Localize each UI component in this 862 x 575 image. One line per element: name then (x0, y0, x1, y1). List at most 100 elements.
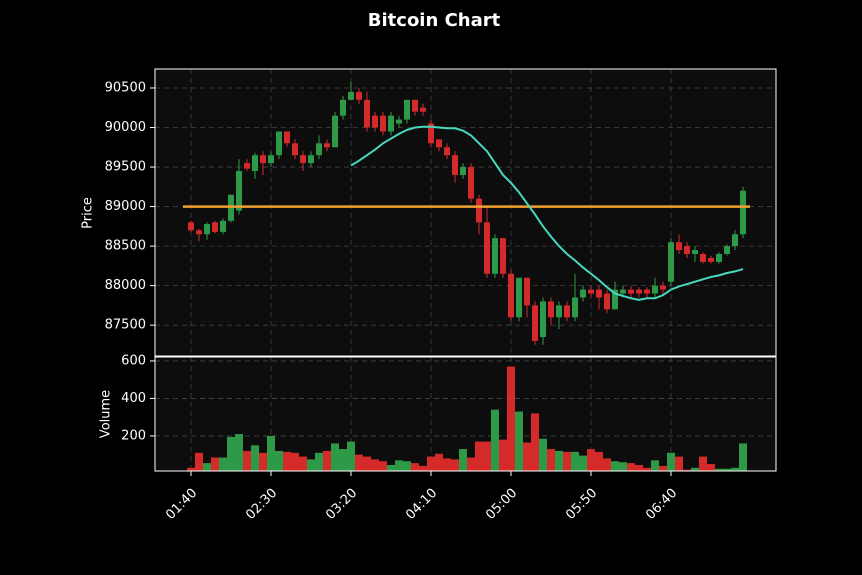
volume-bar (347, 441, 355, 471)
volume-bar (187, 467, 195, 471)
chart-title: Bitcoin Chart (368, 10, 501, 31)
volume-bar (467, 457, 475, 471)
volume-bar (203, 463, 211, 471)
candle-body (740, 190, 746, 235)
volume-bar (459, 449, 467, 471)
volume-bar (275, 450, 283, 471)
volume-bar (603, 458, 611, 471)
volume-bar (499, 439, 507, 471)
candle-body (244, 163, 250, 169)
candle-body (348, 91, 354, 100)
volume-bar (227, 436, 235, 471)
volume-bar (291, 452, 299, 471)
volume-bar (715, 468, 723, 471)
candle-body (540, 301, 546, 338)
volume-bar (211, 457, 219, 471)
price-frame (154, 68, 777, 357)
volume-bar (379, 461, 387, 471)
candle-body (404, 99, 410, 120)
volume-bar (507, 366, 515, 471)
candle-body (380, 115, 386, 132)
volume-axis-label: Volume (99, 390, 114, 438)
volume-bar (635, 465, 643, 471)
candle-body (268, 155, 274, 164)
volume-bar (619, 462, 627, 471)
volume-bar (723, 468, 731, 471)
volume-bar (411, 463, 419, 471)
candle-body (316, 143, 322, 156)
candle-body (252, 155, 258, 171)
volume-bar (435, 453, 443, 471)
candle-body (716, 254, 722, 262)
volume-bar (595, 451, 603, 471)
candle-body (620, 289, 626, 294)
volume-bar (547, 449, 555, 471)
candle-body (484, 222, 490, 274)
candle-body (276, 131, 282, 156)
y-tick-label: 90500 (105, 80, 146, 95)
volume-bar (219, 457, 227, 471)
candle-body (356, 91, 362, 100)
candle-body (500, 238, 506, 274)
volume-bar (339, 449, 347, 471)
candle-body (548, 301, 554, 318)
volume-bar (691, 467, 699, 471)
volume-bar (475, 441, 483, 471)
candle-body (708, 257, 714, 262)
candle-body (732, 234, 738, 247)
candle-body (436, 139, 442, 148)
volume-bar (667, 452, 675, 471)
volume-bar (731, 467, 739, 471)
candle-body (724, 246, 730, 255)
volume-bar (707, 464, 715, 471)
candle-body (364, 99, 370, 128)
candle-body (660, 285, 666, 290)
volume-tick-label: 600 (121, 353, 146, 368)
candle-body (556, 305, 562, 318)
volume-bar (403, 461, 411, 471)
candle-body (300, 155, 306, 164)
candle-body (292, 143, 298, 156)
volume-bar (563, 451, 571, 471)
volume-bar (675, 456, 683, 471)
candle-body (212, 222, 218, 232)
volume-bar (235, 434, 243, 471)
candle-body (452, 155, 458, 175)
volume-bar (251, 445, 259, 471)
candle-body (580, 289, 586, 298)
candle-body (188, 222, 194, 231)
volume-bar (739, 443, 747, 471)
volume-bar (451, 459, 459, 471)
candle-body (308, 155, 314, 164)
volume-bar (387, 465, 395, 471)
volume-bar (627, 463, 635, 471)
volume-bar (491, 409, 499, 471)
volume-bar (363, 456, 371, 471)
volume-bar (515, 411, 523, 471)
candle-body (204, 223, 210, 235)
volume-bar (315, 452, 323, 471)
volume-bar (659, 465, 667, 471)
candle-body (324, 143, 330, 148)
candle-body (340, 99, 346, 116)
volume-tick-label: 400 (121, 391, 146, 406)
volume-bar (523, 442, 531, 471)
candle-body (476, 198, 482, 223)
candle-body (412, 99, 418, 112)
volume-frame (154, 356, 777, 472)
volume-bar (643, 467, 651, 471)
candle-body (588, 289, 594, 294)
candle-body (284, 131, 290, 144)
candle-body (564, 305, 570, 318)
y-axis-label: Price (81, 197, 96, 229)
volume-bar (651, 460, 659, 471)
volume-bar (699, 456, 707, 471)
y-tick-label: 87500 (105, 318, 146, 333)
candle-body (692, 250, 698, 255)
volume-bar (531, 413, 539, 471)
candle-body (644, 289, 650, 294)
volume-bar (419, 465, 427, 471)
volume-bar (555, 450, 563, 471)
volume-bar (243, 450, 251, 471)
candle-body (596, 289, 602, 298)
